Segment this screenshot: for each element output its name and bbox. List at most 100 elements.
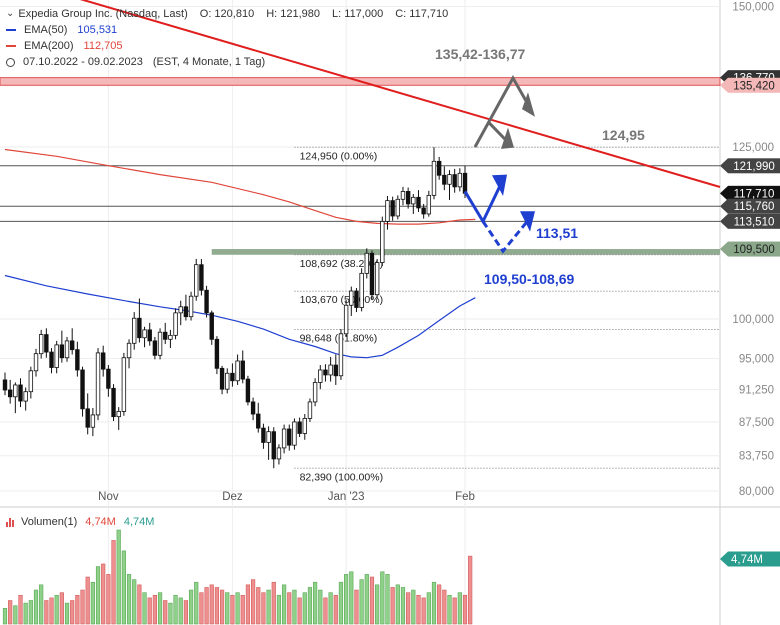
volume-bar-46 (240, 594, 245, 625)
volume-bar-89 (462, 594, 468, 625)
ema50-value: 105,531 (77, 24, 118, 36)
volume-bar-21 (111, 540, 116, 625)
candle-body-34 (178, 306, 183, 314)
volume-bar-68 (354, 589, 359, 625)
candle-body-78 (405, 191, 411, 205)
volume-badge-pointer (720, 551, 728, 567)
candle-body-11 (59, 344, 65, 359)
volume-bar-30 (157, 592, 163, 625)
ema200-value: 112,705 (83, 40, 123, 52)
candle-body-31 (163, 331, 168, 340)
ema200-label: EMA(200) (24, 40, 74, 52)
candle-body-60 (312, 382, 318, 403)
period-detail: (EST, 4 Monate, 1 Tag) (152, 56, 266, 68)
volume-bar-78 (406, 592, 411, 625)
volume-bar-14 (75, 594, 80, 625)
candle-body-10 (54, 344, 59, 368)
candle-body-42 (219, 367, 225, 390)
volume-bar-11 (59, 592, 64, 625)
volume-bar-0 (2, 608, 8, 625)
candle-body-75 (390, 200, 395, 217)
volume-bar-31 (163, 600, 168, 625)
support-zone (211, 249, 720, 255)
candle-body-85 (442, 174, 447, 185)
volume-bar-55 (287, 592, 292, 625)
y-tick-label-6: 83,750 (739, 451, 774, 463)
volume-bar-53 (276, 594, 282, 625)
volume-bar-8 (44, 600, 49, 625)
volume-bar-26 (137, 584, 142, 625)
volume-bar-15 (80, 589, 85, 625)
candle-body-79 (411, 196, 416, 205)
candle-body-66 (343, 304, 349, 335)
volume-bar-33 (173, 594, 178, 625)
volume-bar-70 (364, 574, 369, 625)
volume-bar-22 (116, 529, 121, 625)
volume-bar-2 (13, 605, 18, 625)
volume-bar-35 (183, 600, 188, 625)
volume-bar-71 (369, 576, 375, 625)
candle-body-8 (44, 334, 49, 353)
candle-body-86 (447, 174, 452, 185)
y-tick-label-0: 150,000 (732, 1, 774, 13)
period-range: 07.10.2022 - 09.02.2023 (23, 56, 143, 68)
gray-arrow-1 (473, 74, 532, 148)
candle-body-55 (287, 428, 292, 446)
chevron-down-icon[interactable]: ⌄ (6, 8, 15, 19)
volume-bar-74 (385, 574, 390, 625)
price-badge-label-4: 115,760 (734, 201, 775, 213)
y-tick-label-1: 125,000 (732, 142, 774, 154)
volume-bar-57 (297, 597, 302, 625)
volume-bar-3 (18, 594, 23, 625)
candle-body-64 (333, 364, 338, 377)
volume-bar-45 (235, 592, 240, 625)
volume-bar-49 (256, 587, 261, 625)
fib-label-4: 82,390 (100.00%) (300, 471, 383, 483)
volume-bar-64 (333, 594, 338, 625)
candle-body-53 (276, 447, 282, 460)
volume-bar-36 (188, 589, 194, 625)
candle-body-4 (23, 391, 28, 402)
annotations: 135,42-136,77 124,95 113,51 109,50-108,69 (435, 46, 645, 287)
candle-body-29 (152, 340, 158, 356)
candle-body-16 (85, 408, 90, 428)
volume-bar-43 (225, 592, 230, 625)
volume-bar-12 (64, 602, 70, 625)
volume-bar-10 (54, 594, 59, 625)
volume-bar-16 (85, 576, 90, 625)
volume-bar-72 (375, 584, 380, 625)
volume-bar-4 (23, 602, 28, 625)
x-tick-label-2: Jan '23 (328, 491, 365, 503)
candle-body-2 (13, 384, 18, 398)
candle-body-61 (318, 369, 323, 383)
gray-arrowhead-1 (522, 92, 535, 117)
candle-body-89 (462, 172, 468, 194)
candle-body-20 (106, 368, 111, 389)
volume-bar-51 (266, 589, 271, 625)
candle-body-69 (359, 272, 364, 308)
volume-bar-66 (344, 574, 349, 625)
volume-bar-23 (121, 550, 126, 625)
candle-body-87 (452, 174, 457, 188)
candle-body-23 (121, 357, 127, 412)
candle-body-72 (374, 262, 380, 296)
chart-legend: ⌄ Expedia Group Inc. (Nasdaq, Last) O: 1… (6, 6, 448, 70)
candle-body-33 (173, 312, 178, 336)
annotation-2: 113,51 (536, 225, 578, 241)
candle-body-59 (307, 401, 313, 419)
candle-body-37 (194, 264, 199, 297)
trendline (79, 0, 721, 188)
candle-body-67 (349, 290, 354, 306)
volume-bar-20 (106, 574, 111, 625)
price-badge-label-2: 121,990 (733, 161, 775, 173)
price-badge-bg-4 (728, 198, 780, 214)
volume-bar-5 (28, 600, 33, 625)
candle-body-80 (416, 196, 421, 209)
title-row: ⌄ Expedia Group Inc. (Nasdaq, Last) O: 1… (6, 6, 448, 22)
candle-body-1 (7, 389, 13, 398)
ema200-legend: EMA(200) 112,705 (6, 38, 448, 54)
candle-body-71 (369, 252, 375, 296)
volume-bar-40 (209, 584, 214, 625)
volume-bar-87 (452, 597, 457, 625)
